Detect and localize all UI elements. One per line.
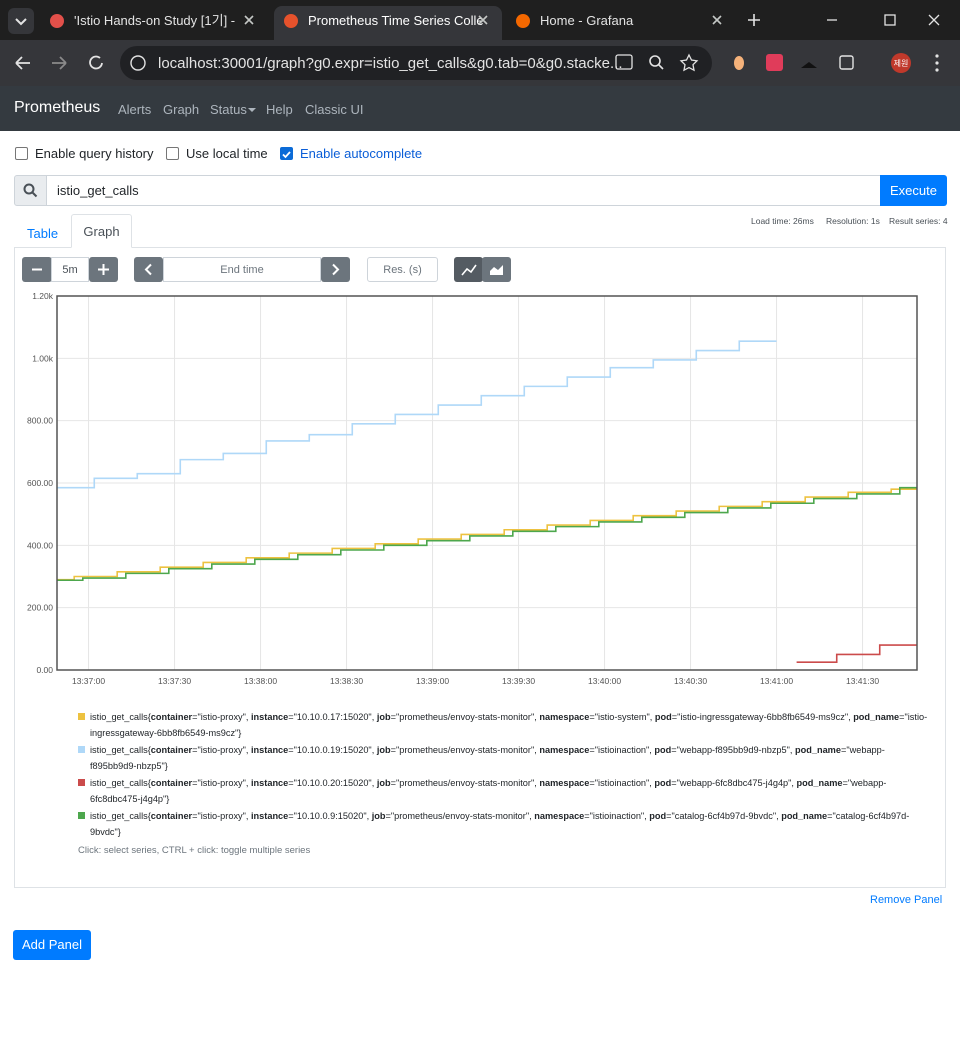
end-time-input[interactable]: End time	[163, 257, 321, 282]
remove-panel[interactable]: Remove Panel	[870, 894, 943, 906]
stat: Result series: 4	[889, 216, 948, 226]
nav-link[interactable]: Classic UI	[305, 102, 364, 117]
zoom-in[interactable]	[89, 257, 118, 282]
legend-item[interactable]: istio_get_calls{container="istio-proxy",…	[78, 742, 930, 774]
icon	[144, 263, 152, 276]
navbar	[0, 86, 960, 131]
checkbox[interactable]	[166, 147, 179, 160]
checkbox[interactable]	[15, 147, 28, 160]
stat: Load time: 26ms	[751, 216, 814, 226]
tab[interactable]: Home - Grafana	[506, 6, 734, 40]
legend-label: istio_get_calls{container="istio-proxy",…	[90, 778, 887, 804]
checkbox[interactable]	[280, 147, 293, 160]
legend-swatch	[78, 713, 85, 720]
nav-link[interactable]: Graph	[163, 102, 200, 117]
legend-label: istio_get_calls{container="istio-proxy",…	[90, 811, 910, 837]
series-line	[57, 340, 777, 489]
legend-item[interactable]: istio_get_calls{container="istio-proxy",…	[78, 709, 930, 741]
tab-search[interactable]	[8, 8, 34, 34]
nav-link[interactable]: Help	[266, 102, 293, 117]
stat: Resolution: 1s	[826, 216, 880, 226]
query-input[interactable]: istio_get_calls	[46, 175, 881, 206]
caret	[248, 108, 256, 116]
range-input[interactable]: 5m	[51, 257, 89, 282]
x-tick-label: 13:37:00	[72, 676, 105, 686]
y-tick-label: 400.00	[27, 540, 53, 550]
legend-swatch	[78, 746, 85, 753]
zoom-out[interactable]	[22, 257, 52, 282]
plot-border	[56, 295, 918, 671]
chrome-icons	[0, 14, 960, 86]
nav-link[interactable]: Status	[210, 102, 247, 117]
option[interactable]: Use local time	[166, 146, 268, 162]
resolution-input[interactable]: Res. (s)	[367, 257, 438, 282]
legend-item[interactable]: istio_get_calls{container="istio-proxy",…	[78, 775, 930, 807]
legend-label: istio_get_calls{container="istio-proxy",…	[90, 712, 928, 738]
legend-hint: Click: select series, CTRL + click: togg…	[78, 845, 311, 856]
series-line	[57, 486, 917, 582]
panel	[14, 247, 946, 888]
icon	[490, 265, 503, 275]
option[interactable]: Enable autocomplete	[280, 146, 422, 162]
x-tick-label: 13:39:30	[502, 676, 535, 686]
x-tick-label: 13:40:30	[674, 676, 707, 686]
option-label: Enable query history	[35, 146, 154, 161]
legend-label: istio_get_calls{container="istio-proxy",…	[90, 745, 885, 771]
tab-title: 'Istio Hands-on Study [1기] -	[74, 13, 236, 28]
chart: 0.00 200.00 400.00 600.00 800.00 1.00k 1.20k 13…	[27, 291, 918, 686]
add-panel[interactable]: Add Panel	[13, 930, 91, 960]
tab-graph[interactable]: Graph	[71, 214, 132, 248]
y-tick-label: 0.00	[36, 665, 53, 675]
y-tick-label: 200.00	[27, 603, 53, 613]
stacked[interactable]	[482, 257, 511, 282]
tab-table[interactable]: Table	[27, 226, 59, 241]
execute-button[interactable]: Execute	[880, 175, 947, 206]
prev[interactable]	[134, 257, 163, 282]
icon	[332, 263, 340, 276]
icon	[461, 264, 477, 276]
check	[282, 151, 291, 159]
x-tick-label: 13:39:00	[416, 676, 449, 686]
y-tick-label: 1.20k	[32, 291, 54, 301]
unstacked[interactable]	[454, 257, 483, 282]
legend-item[interactable]: istio_get_calls{container="istio-proxy",…	[78, 808, 930, 840]
legend-swatch	[78, 812, 85, 819]
y-tick-label: 1.00k	[32, 353, 54, 363]
option-label: Enable autocomplete	[300, 146, 423, 161]
brand[interactable]: Prometheus	[14, 99, 101, 116]
nav-link[interactable]: Alerts	[118, 102, 152, 117]
x-tick-label: 13:38:00	[244, 676, 277, 686]
profile[interactable]: 제원	[893, 59, 909, 68]
x-tick-label: 13:38:30	[330, 676, 363, 686]
tab-title: Prometheus Time Series Colle	[308, 13, 484, 28]
x-tick-label: 13:41:30	[846, 676, 879, 686]
x-tick-label: 13:40:00	[588, 676, 621, 686]
icon	[23, 183, 38, 198]
tab-title: Home - Grafana	[540, 13, 634, 28]
x-tick-label: 13:41:00	[760, 676, 793, 686]
option-label: Use local time	[186, 146, 268, 161]
x-tick-label: 13:37:30	[158, 676, 191, 686]
series-line	[796, 644, 917, 664]
search-icon	[14, 175, 47, 206]
next[interactable]	[321, 257, 350, 282]
legend-swatch	[78, 779, 85, 786]
option[interactable]: Enable query history	[15, 146, 154, 162]
icon	[98, 264, 109, 275]
icon	[32, 268, 42, 271]
y-tick-label: 600.00	[27, 478, 53, 488]
y-tick-label: 800.00	[27, 416, 53, 426]
series-line	[57, 488, 917, 581]
url[interactable]: localhost:30001/graph?g0.expr=istio_get_…	[158, 55, 623, 72]
tab[interactable]: 'Istio Hands-on Study [1기] -	[40, 6, 268, 40]
tab[interactable]: Prometheus Time Series Colle	[274, 6, 502, 40]
